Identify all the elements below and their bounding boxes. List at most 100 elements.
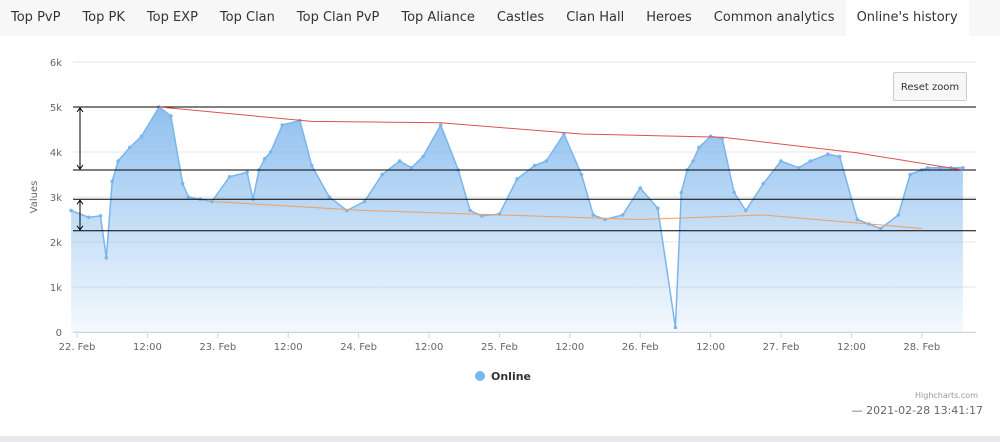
data-point[interactable] xyxy=(591,213,596,217)
data-point[interactable] xyxy=(397,159,402,163)
data-point[interactable] xyxy=(732,190,736,195)
data-point[interactable] xyxy=(515,177,519,181)
data-point[interactable] xyxy=(139,134,144,139)
data-point[interactable] xyxy=(245,170,249,175)
data-point[interactable] xyxy=(826,152,830,157)
y-tick-label: 4k xyxy=(50,148,62,159)
data-point[interactable] xyxy=(544,159,549,163)
arrow-head-bottom xyxy=(76,225,84,231)
x-tick-label: 25. Feb xyxy=(481,342,518,353)
data-point[interactable] xyxy=(878,226,883,231)
data-point[interactable] xyxy=(438,123,443,127)
x-tick-label: 22. Feb xyxy=(59,342,96,353)
data-point[interactable] xyxy=(262,157,267,161)
tab-bar: Top PvP Top PK Top EXP Top Clan Top Clan PvP… xyxy=(0,0,1000,36)
data-point[interactable] xyxy=(638,186,642,190)
x-tick-label: 12:00 xyxy=(133,342,162,353)
tab-top-pvp[interactable]: Top PvP xyxy=(11,10,61,25)
data-point[interactable] xyxy=(691,159,695,163)
y-tick-label: 3k xyxy=(50,193,62,204)
data-point[interactable] xyxy=(468,208,472,213)
x-tick-label: 23. Feb xyxy=(199,342,236,353)
data-point[interactable] xyxy=(280,123,285,127)
data-point[interactable] xyxy=(186,195,191,199)
data-point[interactable] xyxy=(268,150,273,154)
tab-clan-hall[interactable]: Clan Hall xyxy=(566,10,625,25)
tab-online-s-history[interactable]: Online's history xyxy=(845,0,969,36)
chart-container: 0 1k 2k 3k 4k 5k 6k Values 22. Feb 12:00 23. Feb 12… xyxy=(0,36,1000,406)
data-point[interactable] xyxy=(116,159,120,163)
data-point[interactable] xyxy=(937,166,942,170)
page-bottom-bar xyxy=(0,436,1000,442)
data-point[interactable] xyxy=(656,206,660,211)
data-point[interactable] xyxy=(708,134,713,139)
data-point[interactable] xyxy=(180,181,185,186)
y-tick-label: 5k xyxy=(50,103,62,114)
upper-trend-line xyxy=(159,106,963,171)
y-tick-label: 0 xyxy=(56,328,62,339)
data-point[interactable] xyxy=(679,190,684,195)
data-point[interactable] xyxy=(796,166,801,170)
online-history-chart: 0 1k 2k 3k 4k 5k 6k Values 22. Feb 12:00 23. Feb 12… xyxy=(29,58,976,383)
y-tick-label: 6k xyxy=(50,58,62,69)
y-tick-label: 1k xyxy=(50,283,62,294)
x-tick-label: 26. Feb xyxy=(622,342,659,353)
data-point[interactable] xyxy=(86,215,91,220)
tab-top-clan[interactable]: Top Clan xyxy=(219,10,275,25)
tab-top-aliance[interactable]: Top Aliance xyxy=(401,10,475,25)
data-point[interactable] xyxy=(421,154,425,159)
data-point[interactable] xyxy=(532,163,537,168)
data-point[interactable] xyxy=(327,195,332,199)
data-point[interactable] xyxy=(908,172,912,177)
data-point[interactable] xyxy=(380,172,384,177)
timestamp: — 2021-02-28 13:41:17 xyxy=(851,404,983,417)
x-tick-label: 27. Feb xyxy=(763,342,800,353)
x-tick-label: 24. Feb xyxy=(340,342,377,353)
tab-top-pk[interactable]: Top PK xyxy=(82,10,125,25)
data-point[interactable] xyxy=(961,166,965,170)
x-tick-label: 12:00 xyxy=(555,342,584,353)
online-series-area xyxy=(71,107,963,332)
data-point[interactable] xyxy=(761,181,766,186)
data-point[interactable] xyxy=(925,166,930,170)
data-point[interactable] xyxy=(855,217,860,222)
y-axis-title: Values xyxy=(29,181,40,214)
tab-common-analytics[interactable]: Common analytics xyxy=(713,10,835,25)
data-point[interactable] xyxy=(409,166,414,170)
legend-item-online[interactable]: Online xyxy=(475,370,531,383)
data-point[interactable] xyxy=(128,145,132,150)
data-point[interactable] xyxy=(169,114,173,118)
tab-heroes[interactable]: Heroes xyxy=(646,10,692,25)
tab-castles[interactable]: Castles xyxy=(496,10,545,25)
data-point[interactable] xyxy=(362,199,367,204)
legend-label: Online xyxy=(491,370,531,383)
legend-symbol xyxy=(475,371,485,381)
arrow-head-bottom xyxy=(76,164,84,170)
chart-credits[interactable]: Highcharts.com xyxy=(915,391,978,400)
data-point[interactable] xyxy=(309,163,314,168)
data-point[interactable] xyxy=(620,213,625,217)
data-point[interactable] xyxy=(673,325,678,330)
tab-top-clan-pvp[interactable]: Top Clan PvP xyxy=(296,10,380,25)
x-tick-label: 28. Feb xyxy=(903,342,940,353)
x-tick-label: 12:00 xyxy=(837,342,866,353)
tab-top-exp[interactable]: Top EXP xyxy=(146,10,198,25)
data-point[interactable] xyxy=(808,159,813,163)
data-point[interactable] xyxy=(98,214,103,218)
data-point[interactable] xyxy=(837,154,842,159)
data-point[interactable] xyxy=(227,175,232,179)
data-point[interactable] xyxy=(744,208,748,213)
data-point[interactable] xyxy=(69,208,73,213)
data-point[interactable] xyxy=(110,179,114,184)
data-point[interactable] xyxy=(779,159,783,163)
data-point[interactable] xyxy=(579,172,584,177)
y-tick-label: 2k xyxy=(50,238,62,249)
data-point[interactable] xyxy=(480,214,484,218)
x-tick-label: 12:00 xyxy=(696,342,725,353)
data-point[interactable] xyxy=(896,213,901,217)
data-point[interactable] xyxy=(697,145,701,150)
data-point[interactable] xyxy=(104,256,109,260)
x-tick-label: 12:00 xyxy=(274,342,303,353)
x-tick-label: 12:00 xyxy=(415,342,444,353)
reset-zoom-button[interactable]: Reset zoom xyxy=(893,72,967,101)
